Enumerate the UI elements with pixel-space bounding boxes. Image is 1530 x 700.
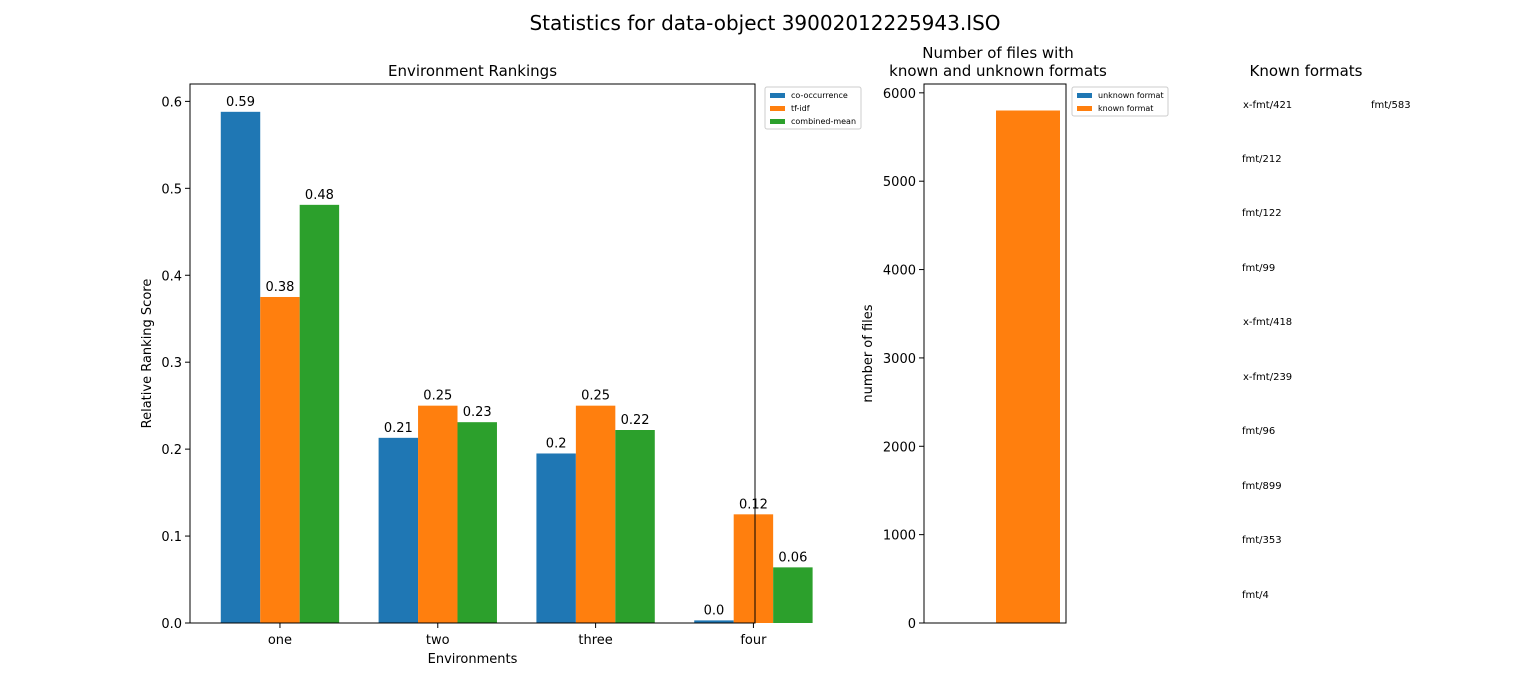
legend-box [764,86,862,130]
x-tick-label: two [426,633,450,648]
y-tick-label: 0.5 [161,182,182,197]
y-tick-label: 4000 [883,264,916,279]
chart-title: Environment Rankings [388,62,557,80]
known-format-item: fmt/4 [1242,590,1269,601]
plot-frame [923,83,1067,624]
legend-swatch-combined-mean [770,119,785,124]
y-tick-label: 0.2 [161,443,182,458]
y-tick-label: 5000 [883,175,916,190]
bar-combined-mean-two [457,422,497,623]
y-tick-label: 0.4 [161,269,182,284]
y-tick-label: 1000 [883,529,916,544]
chart-title-line: known and unknown formats [889,62,1107,80]
bar-co-occurrence-one [220,111,261,624]
x-tick-label: four [740,633,767,648]
legend-swatch-known-format [1077,106,1092,111]
chart-title-line: Number of files with [922,44,1074,62]
data-label: 0.59 [226,95,255,110]
known-format-item: fmt/353 [1242,535,1282,546]
bar-tf-idf-one [260,296,300,623]
data-label: 0.0 [704,603,725,618]
y-tick-label: 3000 [883,352,916,367]
legend-label-combined-mean: combined-mean [791,117,856,126]
y-tick-label: 0.6 [161,95,182,110]
data-label: 0.12 [739,497,768,512]
bar-co-occurrence-two [378,437,419,623]
data-label: 0.48 [305,188,334,203]
x-tick-label: one [268,633,292,648]
legend-swatch-co-occurrence [770,93,785,98]
legend-swatch-unknown-format [1077,93,1092,98]
x-axis-label: Environments [428,652,518,667]
legend-swatch-tf-idf [770,106,785,111]
data-label: 0.25 [581,389,610,404]
environment-rankings-chart: 0.59 0.21 0.2 0.0 0.38 0.25 0.25 0.12 0.48 0.23 0.… [140,62,862,667]
plot-frame [189,83,756,624]
bar-combined-mean-three [615,430,655,623]
y-tick-label: 6000 [883,87,916,102]
y-axis-label: Relative Ranking Score [140,279,155,429]
data-label: 0.06 [778,550,807,565]
known-format-item: fmt/96 [1242,426,1276,437]
y-tick-label: 0 [908,617,916,632]
known-formats-title: Known formats [1250,62,1363,80]
y-tick-label: 0.3 [161,356,182,371]
bar-tf-idf-four [733,514,774,623]
bar-combined-mean-one [299,204,340,623]
data-label: 0.2 [546,436,567,451]
known-format-item: x-fmt/418 [1243,317,1293,328]
figure-title: Statistics for data-object 3900201222594… [529,11,1000,35]
data-label: 0.38 [265,280,294,295]
x-tick-label: three [578,633,612,648]
known-format-item: fmt/583 [1371,100,1411,111]
known-format-item: fmt/212 [1242,154,1282,165]
file-count-chart: 0 1000 2000 3000 4000 5000 6000 Number of files… [861,44,1169,632]
known-format-item: fmt/122 [1242,208,1282,219]
bar-tf-idf-three [575,405,616,623]
known-format-item: x-fmt/239 [1243,372,1293,383]
known-format-item: fmt/99 [1242,263,1276,274]
legend-box [1071,86,1169,117]
y-axis-label: number of files [861,304,876,402]
bar-co-occurrence-four [694,620,734,623]
legend-label-tf-idf: tf-idf [791,104,810,113]
known-formats-list: x-fmt/421 fmt/583 fmt/212 fmt/122 fmt/99 x-fm… [1230,60,1530,680]
data-label: 0.25 [423,389,452,404]
data-label: 0.23 [463,405,492,420]
y-tick-label: 2000 [883,440,916,455]
y-tick-label: 0.1 [161,530,182,545]
known-format-item: fmt/899 [1242,481,1282,492]
known-format-item: x-fmt/421 [1243,100,1293,111]
legend-label-known-format: known format [1098,104,1153,113]
legend-label-unknown-format: unknown format [1098,91,1164,100]
y-tick-label: 0.0 [161,617,182,632]
bar-known-format [996,110,1060,624]
bar-combined-mean-four [773,567,813,623]
data-label: 0.22 [621,413,650,428]
bar-tf-idf-two [418,405,458,623]
bar-co-occurrence-three [536,453,576,623]
data-label: 0.21 [384,421,413,436]
legend-label-co-occurrence: co-occurrence [791,91,848,100]
